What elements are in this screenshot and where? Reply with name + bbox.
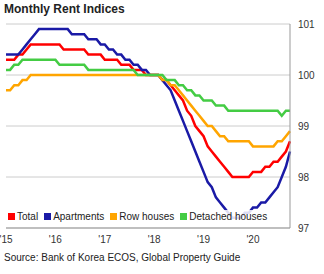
svg-text:100: 100 [298,70,315,81]
svg-text:'16: '16 [49,234,62,245]
svg-text:'18: '18 [148,234,161,245]
html-text:Source: Bank of Korea ECOS, Gl: Source: Bank of Korea ECOS, Global Prope… [4,252,241,263]
html-text:Apartments: Apartments [53,211,105,222]
html-text:Total: Total [17,211,39,222]
svg-text:'19: '19 [197,234,210,245]
html-text:Row houses: Row houses [119,211,175,222]
html-text:Detached houses: Detached houses [189,211,268,222]
html-text:Monthly Rent Indices: Monthly Rent Indices [4,2,125,16]
svg-text:97: 97 [298,223,310,234]
svg-text:'20: '20 [246,234,259,245]
svg-text:99: 99 [298,121,310,132]
svg-text:101: 101 [298,19,315,30]
svg-text:98: 98 [298,172,310,183]
svg-text:'17: '17 [98,234,111,245]
svg-text:'15: '15 [8,234,13,245]
